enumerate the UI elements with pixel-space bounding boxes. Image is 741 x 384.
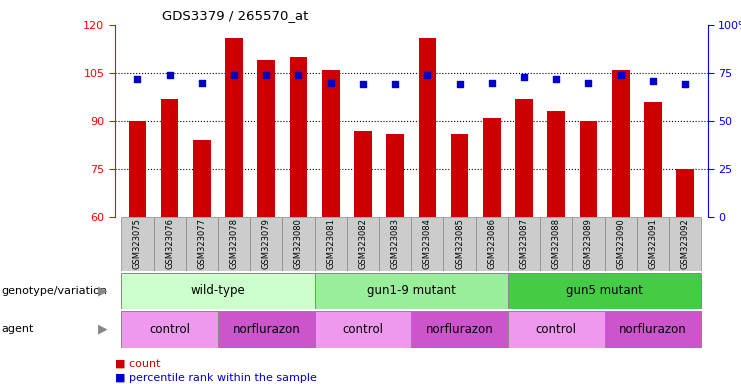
Point [389,81,401,88]
Bar [644,102,662,217]
Point [551,76,562,82]
Text: GDS3379 / 265570_at: GDS3379 / 265570_at [162,9,309,22]
Text: ■ percentile rank within the sample: ■ percentile rank within the sample [115,373,316,383]
Bar [153,217,186,271]
Text: wild-type: wild-type [190,285,245,297]
Bar [508,273,701,309]
Bar [354,131,372,217]
Text: control: control [342,323,383,336]
Text: GSM323076: GSM323076 [165,218,174,269]
Bar [257,60,275,217]
Text: genotype/variation: genotype/variation [1,286,107,296]
Point [325,79,336,86]
Text: norflurazon: norflurazon [233,323,300,336]
Bar [322,70,339,217]
Bar [315,217,347,271]
Text: GSM323080: GSM323080 [294,218,303,269]
Point [260,72,272,78]
Text: GSM323089: GSM323089 [584,218,593,269]
Bar [128,121,146,217]
Text: GSM323083: GSM323083 [391,218,399,269]
Point [518,74,530,80]
Text: GSM323086: GSM323086 [488,218,496,269]
Text: agent: agent [1,324,34,334]
Bar [579,121,597,217]
Point [131,76,143,82]
Text: GSM323090: GSM323090 [617,218,625,269]
Point [647,78,659,84]
Bar [483,118,501,217]
Bar [572,217,605,271]
Bar [122,217,153,271]
Bar [637,217,669,271]
Bar [122,273,315,309]
Bar [669,217,701,271]
Bar [282,217,315,271]
Bar [193,140,210,217]
Bar [161,99,179,217]
Text: GSM323081: GSM323081 [326,218,335,269]
Bar [122,311,218,348]
Text: control: control [149,323,190,336]
Point [164,72,176,78]
Bar [218,311,315,348]
Bar [540,217,572,271]
Point [453,81,465,88]
Point [228,72,240,78]
Text: norflurazon: norflurazon [426,323,494,336]
Bar [347,217,379,271]
Text: gun1-9 mutant: gun1-9 mutant [367,285,456,297]
Point [582,79,594,86]
Bar [290,57,308,217]
Text: GSM323087: GSM323087 [519,218,528,269]
Bar [379,217,411,271]
Point [486,79,498,86]
Text: GSM323085: GSM323085 [455,218,464,269]
Bar [508,217,540,271]
Text: gun5 mutant: gun5 mutant [566,285,643,297]
Text: GSM323082: GSM323082 [359,218,368,269]
Bar [508,311,605,348]
Bar [386,134,404,217]
Bar [443,217,476,271]
Text: GSM323092: GSM323092 [680,218,690,269]
Bar [451,134,468,217]
Bar [605,311,701,348]
Bar [548,111,565,217]
Point [293,72,305,78]
Point [196,79,207,86]
Text: GSM323088: GSM323088 [552,218,561,269]
Point [615,72,627,78]
Point [679,81,691,88]
Text: GSM323077: GSM323077 [197,218,206,269]
Text: GSM323078: GSM323078 [230,218,239,269]
Bar [677,169,694,217]
Bar [605,217,637,271]
Bar [225,38,243,217]
Bar [250,217,282,271]
Text: GSM323079: GSM323079 [262,218,270,269]
Text: GSM323091: GSM323091 [648,218,657,269]
Text: ▶: ▶ [98,323,107,336]
Bar [218,217,250,271]
Text: ■ count: ■ count [115,359,160,369]
Bar [186,217,218,271]
Bar [419,38,436,217]
Text: ▶: ▶ [98,285,107,297]
Bar [476,217,508,271]
Bar [515,99,533,217]
Bar [411,217,443,271]
Bar [612,70,630,217]
Point [422,72,433,78]
Point [357,81,369,88]
Bar [315,311,411,348]
Text: GSM323075: GSM323075 [133,218,142,269]
Text: GSM323084: GSM323084 [423,218,432,269]
Bar [411,311,508,348]
Text: norflurazon: norflurazon [619,323,687,336]
Text: control: control [536,323,576,336]
Bar [315,273,508,309]
